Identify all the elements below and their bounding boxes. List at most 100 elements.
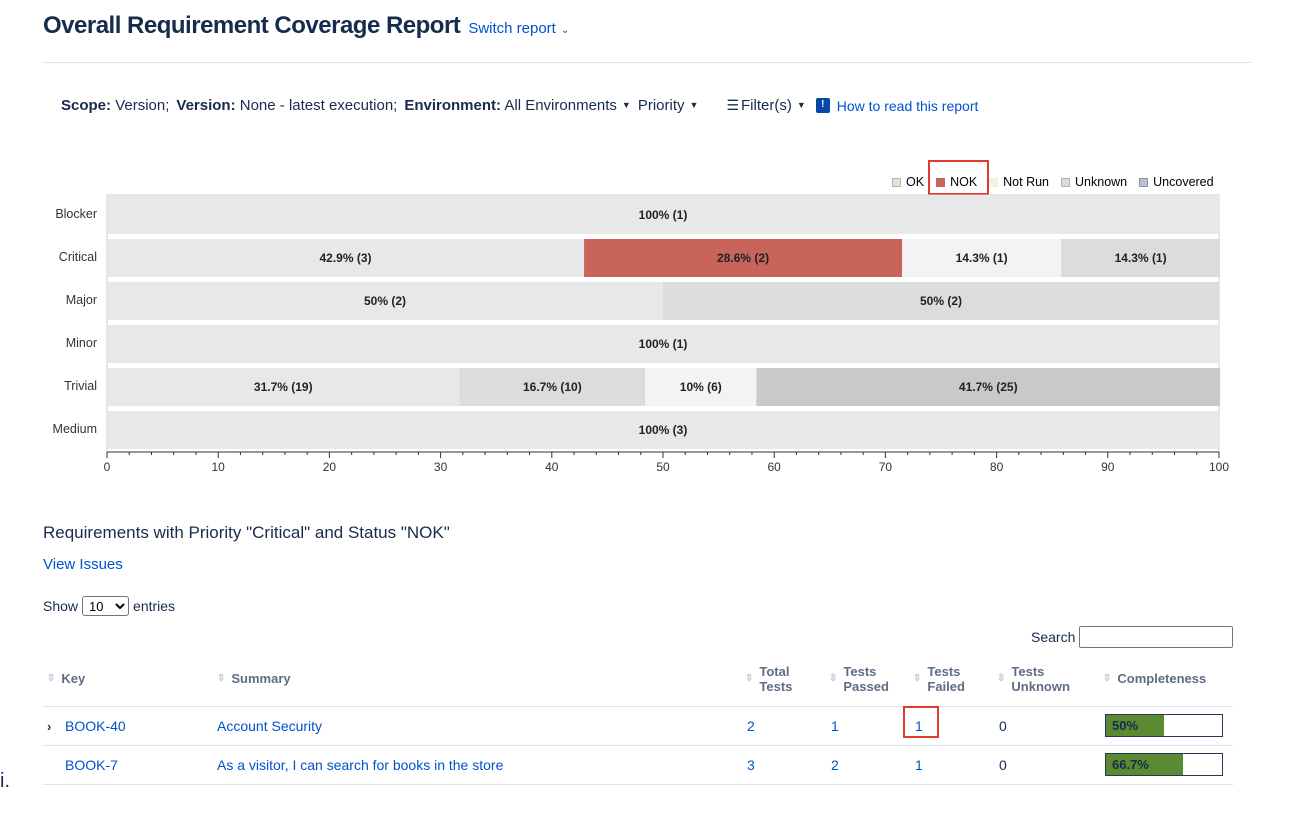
version-label: Version: (176, 97, 236, 114)
legend-nok[interactable]: NOK (930, 166, 983, 198)
tests-unknown-value: 0 (999, 717, 1007, 734)
data-label: 41.7% (25) (958, 380, 1018, 394)
table-search: Search (1031, 626, 1234, 648)
issue-key-link[interactable]: BOOK-40 (65, 717, 126, 734)
x-tick-label: 60 (767, 460, 781, 474)
x-tick-label: 70 (878, 460, 893, 474)
version-filter: Version: None - latest execution; (176, 97, 397, 114)
plot-area (106, 194, 1220, 453)
tests-passed-cell: 1 (825, 706, 909, 746)
column-key[interactable]: ⇳ Key (43, 652, 213, 707)
requirements-table: ⇳ Key ⇳ Summary ⇳ Total Tests ⇳ Tests Passed ⇳… (43, 652, 1233, 785)
view-issues-link[interactable]: View Issues (43, 556, 123, 573)
environment-value: All Environments (504, 97, 617, 114)
priority-dropdown[interactable]: Priority ▼ (638, 97, 699, 114)
bar-segment[interactable] (107, 325, 1219, 363)
entries-label: entries (133, 598, 176, 614)
bar-segment[interactable] (459, 368, 646, 406)
bar-segment[interactable] (107, 239, 585, 277)
bar-segment[interactable] (645, 368, 757, 406)
data-label: 28.6% (2) (717, 251, 770, 265)
how-to-read-link[interactable]: How to read this report (836, 97, 979, 114)
scope-value: Version; (115, 97, 170, 114)
bar-segment[interactable] (902, 239, 1062, 277)
bar-segment[interactable] (107, 368, 460, 406)
summary-cell: Account Security (213, 706, 741, 746)
bar-segment[interactable] (1061, 239, 1221, 277)
data-label: 14.3% (1) (1114, 251, 1167, 265)
tests-passed-link[interactable]: 2 (831, 756, 839, 773)
environment-dropdown[interactable]: Environment: All Environments ▼ (404, 97, 631, 114)
page-size-control: Show 10 entries (43, 596, 175, 616)
tests-failed-link[interactable]: 1 (915, 717, 923, 734)
column-completeness[interactable]: ⇳ Completeness (1099, 652, 1233, 707)
column-label: Tests (1011, 663, 1045, 679)
priority-label: Priority (637, 97, 685, 114)
legend-label: NOK (950, 175, 978, 189)
legend-label: Not Run (1003, 175, 1050, 189)
category-label: Critical (58, 250, 97, 264)
key-cell: BOOK-7 (43, 745, 213, 785)
column-total-tests[interactable]: ⇳ Total Tests (741, 652, 825, 707)
sort-icon: ⇳ (217, 673, 226, 685)
tests-failed-link[interactable]: 1 (915, 756, 923, 773)
category-label: Trivial (64, 379, 97, 393)
legend-swatch (989, 177, 999, 187)
tests-passed-link[interactable]: 1 (831, 717, 839, 734)
stray-text: i. (0, 770, 10, 792)
category-label: Blocker (55, 207, 97, 221)
bar-segment[interactable] (107, 196, 1219, 234)
bar-segment[interactable] (663, 282, 1219, 320)
header-divider (43, 62, 1252, 63)
bar-segment[interactable] (107, 282, 663, 320)
table-header-row: ⇳ Key ⇳ Summary ⇳ Total Tests ⇳ Tests Passed ⇳… (43, 652, 1233, 707)
total-tests-link[interactable]: 3 (747, 756, 755, 773)
column-summary[interactable]: ⇳ Summary (213, 652, 741, 707)
scope-label: Scope: (61, 97, 112, 114)
total-tests-link[interactable]: 2 (747, 717, 755, 734)
summary-link[interactable]: Account Security (217, 717, 323, 734)
chart-legend: OK NOK Not Run Unknown Uncovered (880, 166, 1214, 198)
filters-dropdown[interactable]: ☰ Filter(s) ▼ (726, 97, 805, 114)
category-label: Minor (65, 336, 97, 350)
x-tick-label: 30 (433, 460, 448, 474)
column-label: Passed (843, 678, 889, 694)
data-label: 14.3% (1) (955, 251, 1008, 265)
column-tests-failed[interactable]: ⇳ Tests Failed (909, 652, 993, 707)
tests-failed-cell: 1 (909, 706, 993, 746)
filter-icon: ☰ (726, 97, 739, 113)
legend-swatch (892, 177, 901, 187)
column-label: Completeness (1117, 671, 1207, 687)
chevron-down-icon: ⌄ (560, 25, 570, 36)
caret-down-icon: ▼ (689, 100, 699, 110)
legend-swatch (936, 177, 946, 187)
switch-report-dropdown[interactable]: Switch report ⌄ (468, 20, 569, 37)
search-input[interactable] (1079, 626, 1234, 648)
scope-filter: Scope: Version; (61, 97, 169, 114)
column-label: Tests (759, 678, 793, 694)
bar-segment[interactable] (756, 368, 1221, 406)
search-label: Search (1031, 629, 1076, 645)
chart-svg (106, 194, 1221, 458)
bar-segment[interactable] (584, 239, 903, 277)
legend-uncovered[interactable]: Uncovered (1139, 175, 1214, 189)
issue-key-link[interactable]: BOOK-7 (65, 756, 118, 773)
column-label: Tests (927, 663, 961, 679)
tests-passed-cell: 2 (825, 745, 909, 785)
completeness-value: 66.7% (1112, 757, 1149, 772)
bar-segment[interactable] (107, 411, 1219, 449)
x-tick-label: 0 (103, 460, 111, 474)
legend-label: Unknown (1075, 175, 1128, 189)
legend-unknown[interactable]: Unknown (1061, 175, 1127, 189)
x-tick-label: 40 (545, 460, 559, 474)
column-tests-passed[interactable]: ⇳ Tests Passed (825, 652, 909, 707)
x-tick-label: 90 (1101, 460, 1115, 474)
data-label: 100% (1) (638, 208, 688, 222)
column-tests-unknown[interactable]: ⇳ Tests Unknown (993, 652, 1099, 707)
page-size-select[interactable]: 10 (82, 596, 130, 616)
legend-ok[interactable]: OK (892, 175, 924, 189)
summary-link[interactable]: As a visitor, I can search for books in … (217, 756, 504, 773)
legend-not-run[interactable]: Not Run (989, 175, 1049, 189)
expand-row-icon[interactable]: › (47, 718, 52, 734)
completeness-bar-fill (1106, 715, 1164, 736)
